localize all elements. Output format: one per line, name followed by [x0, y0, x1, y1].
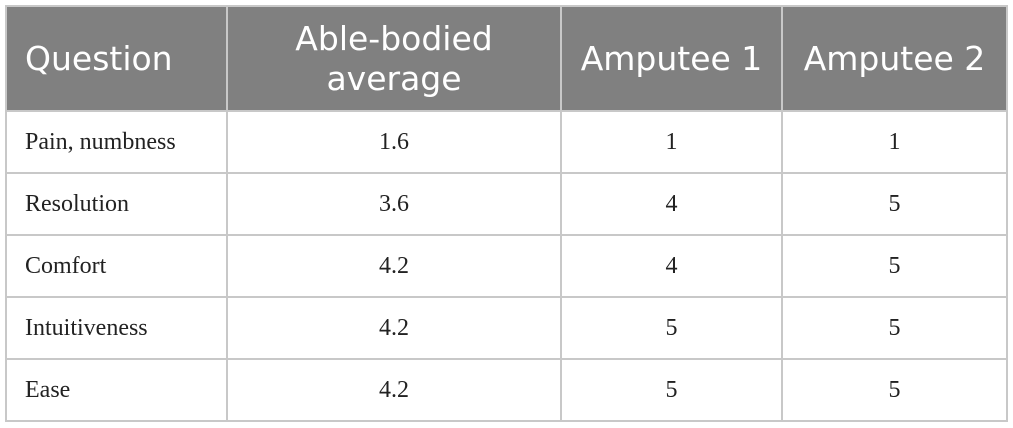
header-able-bodied-line2: average	[326, 58, 462, 98]
table-row: Pain, numbness 1.6 1 1	[5, 110, 1008, 174]
able-bodied-average-cell: 4.2	[226, 358, 562, 422]
question-cell: Comfort	[5, 234, 228, 298]
table-row: Resolution 3.6 4 5	[5, 172, 1008, 236]
header-able-bodied-line1: Able-bodied	[295, 18, 493, 58]
table-row: Intuitiveness 4.2 5 5	[5, 296, 1008, 360]
table-header-row: Question Able-bodied average Amputee 1 Am…	[5, 5, 1008, 112]
amputee-1-cell: 1	[560, 110, 783, 174]
amputee-2-cell: 1	[781, 110, 1008, 174]
header-question: Question	[5, 5, 228, 112]
able-bodied-average-cell: 4.2	[226, 296, 562, 360]
header-able-bodied-average: Able-bodied average	[226, 5, 562, 112]
question-cell: Intuitiveness	[5, 296, 228, 360]
amputee-1-cell: 4	[560, 234, 783, 298]
header-amputee-1: Amputee 1	[560, 5, 783, 112]
amputee-1-cell: 5	[560, 358, 783, 422]
question-cell: Pain, numbness	[5, 110, 228, 174]
able-bodied-average-cell: 1.6	[226, 110, 562, 174]
question-cell: Ease	[5, 358, 228, 422]
amputee-2-cell: 5	[781, 358, 1008, 422]
amputee-2-cell: 5	[781, 172, 1008, 236]
amputee-2-cell: 5	[781, 296, 1008, 360]
question-cell: Resolution	[5, 172, 228, 236]
amputee-1-cell: 5	[560, 296, 783, 360]
amputee-2-cell: 5	[781, 234, 1008, 298]
amputee-1-cell: 4	[560, 172, 783, 236]
survey-table-container: Question Able-bodied average Amputee 1 Am…	[5, 5, 1008, 422]
able-bodied-average-cell: 4.2	[226, 234, 562, 298]
able-bodied-average-cell: 3.6	[226, 172, 562, 236]
header-amputee-2: Amputee 2	[781, 5, 1008, 112]
table-row: Ease 4.2 5 5	[5, 358, 1008, 422]
table-row: Comfort 4.2 4 5	[5, 234, 1008, 298]
survey-results-table: Question Able-bodied average Amputee 1 Am…	[5, 5, 1008, 422]
